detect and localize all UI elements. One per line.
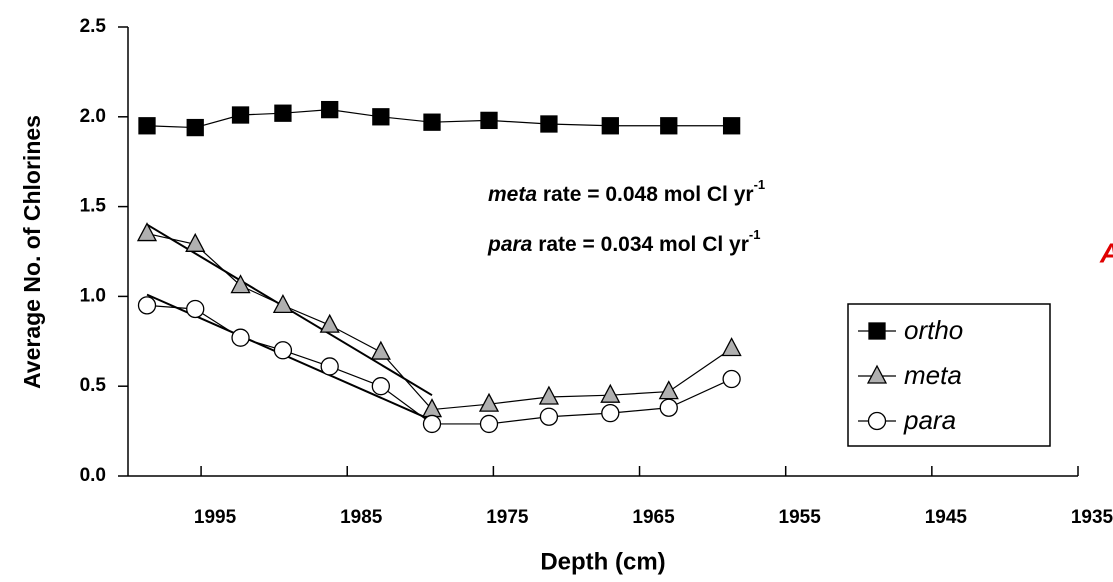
annotation: para rate = 0.034 mol Cl yr-1 xyxy=(487,227,760,255)
legend-marker xyxy=(866,364,888,384)
marker xyxy=(321,100,339,119)
marker xyxy=(138,117,156,135)
marker xyxy=(478,392,500,412)
x-tick-label: 1935 xyxy=(1071,507,1113,528)
y-axis-label: Average No. of Chlorines xyxy=(19,115,45,389)
legend-label: meta xyxy=(904,360,962,390)
x-tick-label: 1985 xyxy=(340,507,383,528)
annotation-species: meta xyxy=(488,183,537,206)
marker xyxy=(370,340,391,360)
marker xyxy=(540,115,558,133)
marker xyxy=(231,328,250,347)
marker xyxy=(274,104,292,122)
y-tick-label: 0.5 xyxy=(80,375,107,396)
marker xyxy=(320,357,339,376)
y-tick-label: 1.5 xyxy=(80,196,107,217)
legend-label: ortho xyxy=(904,315,963,345)
marker xyxy=(658,380,679,400)
marker xyxy=(600,383,621,403)
legend-marker xyxy=(867,411,887,431)
marker xyxy=(137,296,157,315)
marker xyxy=(539,407,559,426)
marker xyxy=(721,337,742,357)
series-line xyxy=(146,304,732,425)
marker xyxy=(231,106,250,124)
marker xyxy=(480,111,498,130)
y-tick-label: 1.0 xyxy=(80,285,106,306)
y-tick-label: 2.5 xyxy=(80,16,107,37)
legend-label: para xyxy=(903,405,956,435)
marker xyxy=(186,118,204,137)
marker xyxy=(722,117,741,135)
x-tick-label: 1945 xyxy=(925,507,968,528)
marker xyxy=(272,293,294,314)
marker xyxy=(186,299,205,319)
marker xyxy=(371,377,390,396)
marker xyxy=(136,222,158,242)
marker xyxy=(423,113,441,131)
marker xyxy=(372,108,390,126)
marker xyxy=(319,313,340,333)
marker xyxy=(479,414,499,434)
marker xyxy=(273,341,293,360)
annotation: meta rate = 0.048 mol Cl yr-1 xyxy=(488,177,765,205)
x-tick-label: 1995 xyxy=(194,507,237,528)
marker xyxy=(722,369,741,389)
annotation-superscript: -1 xyxy=(754,177,766,192)
annotation-text: rate = 0.034 mol Cl yr xyxy=(538,233,749,256)
marker xyxy=(422,414,442,434)
annotation-text: rate = 0.048 mol Cl yr xyxy=(543,183,754,206)
y-tick-label: 0.0 xyxy=(80,465,106,486)
y-tick-label: 2.0 xyxy=(80,106,106,127)
annotation-species: para xyxy=(487,233,533,256)
marker xyxy=(538,385,560,405)
series-line xyxy=(146,232,732,411)
marker xyxy=(601,403,620,423)
marker xyxy=(601,117,619,135)
annotation-superscript: -1 xyxy=(749,227,761,242)
x-tick-label: 1965 xyxy=(632,507,675,528)
legend-marker xyxy=(868,322,886,340)
panel-label: A xyxy=(1099,237,1113,268)
marker xyxy=(230,274,251,294)
x-tick-label: 1975 xyxy=(486,507,529,528)
marker xyxy=(185,232,206,252)
x-tick-label: 1955 xyxy=(779,507,822,528)
marker xyxy=(659,398,678,417)
marker xyxy=(660,117,678,135)
x-axis-label: Depth (cm) xyxy=(540,548,665,575)
